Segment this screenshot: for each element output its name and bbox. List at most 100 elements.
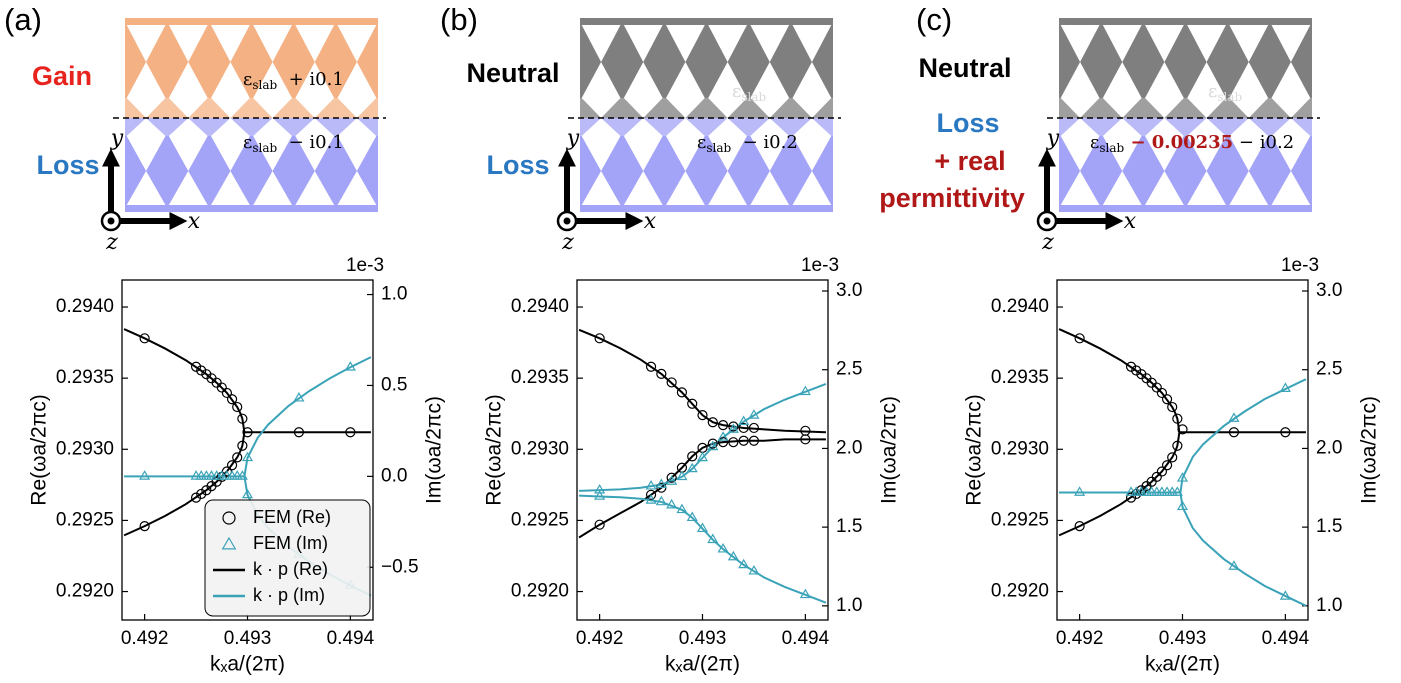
permittivity-label: εslab + i0.1: [243, 69, 344, 92]
data-marker: [1177, 424, 1188, 435]
data-marker: [139, 470, 151, 480]
air-hole: [168, 25, 208, 62]
permittivity-part: ε: [697, 132, 706, 153]
air-hole: [253, 136, 292, 171]
panel-label: (b): [440, 2, 478, 37]
data-marker: [1279, 590, 1291, 600]
slab-edge: [125, 205, 378, 212]
slab-row: [125, 98, 378, 118]
data-marker: [241, 488, 254, 499]
y-tick-label: 0.2920: [56, 581, 114, 602]
data-marker: [645, 361, 657, 372]
y-tick-label: 0.2920: [511, 581, 569, 602]
air-hole: [708, 136, 747, 171]
data-marker: [1151, 382, 1162, 393]
permittivity-label: εslab − i0.2: [697, 132, 798, 155]
data-marker: [344, 361, 356, 371]
air-hole: [295, 136, 335, 171]
data-marker: [221, 387, 233, 399]
data-marker: [738, 415, 750, 426]
legend-marker: [221, 536, 237, 550]
air-hole: [211, 25, 250, 62]
data-marker: [717, 542, 729, 553]
air-hole: [295, 25, 335, 62]
region-label: Neutral: [918, 53, 1011, 83]
y-tick-label: 0.2935: [56, 367, 114, 388]
air-hole: [1271, 171, 1311, 205]
data-marker: [799, 385, 811, 396]
permittivity-label: εslab: [1208, 81, 1242, 104]
data-marker: [707, 438, 718, 449]
coordinate-label: y: [1046, 126, 1060, 151]
slab-row: [580, 171, 833, 205]
data-marker: [594, 483, 606, 494]
air-hole: [1187, 136, 1226, 171]
air-hole: [126, 136, 166, 171]
air-hole: [1145, 136, 1184, 171]
permittivity-part: ε: [243, 132, 252, 153]
air-hole: [666, 98, 705, 118]
air-hole: [708, 25, 747, 62]
slab-row: [580, 136, 833, 171]
air-hole: [295, 118, 335, 136]
air-hole: [1060, 62, 1100, 98]
data-marker: [236, 470, 248, 480]
air-hole: [581, 25, 621, 62]
air-hole: [792, 118, 832, 136]
slab-row: [125, 62, 378, 98]
air-hole: [750, 171, 790, 205]
air-hole: [253, 98, 292, 118]
air-hole: [1229, 98, 1269, 118]
data-marker: [1074, 521, 1085, 532]
series-line: [1059, 378, 1307, 607]
data-marker: [799, 588, 811, 599]
data-marker: [1176, 500, 1189, 511]
data-marker: [696, 451, 709, 462]
data-marker: [1125, 492, 1137, 503]
y2-offset-label: 1e-3: [801, 255, 839, 276]
data-marker: [226, 394, 238, 405]
slab-edge: [580, 205, 833, 212]
data-marker: [717, 420, 729, 431]
slab-row: [125, 136, 378, 171]
data-marker: [645, 494, 657, 504]
permittivity-part: + i0.1: [277, 69, 344, 90]
air-hole: [126, 62, 166, 98]
y-tick-label: 0.2940: [56, 296, 114, 317]
air-hole: [253, 25, 292, 62]
x-tick-label: 0.494: [782, 628, 830, 649]
permittivity-part: ε: [1090, 132, 1099, 153]
data-marker: [190, 492, 202, 503]
slab-row: [580, 98, 833, 118]
air-hole: [1271, 136, 1311, 171]
y2-axis-label: Im(ωa/2πc): [878, 396, 901, 504]
data-marker: [139, 521, 150, 532]
air-hole: [1271, 118, 1311, 136]
air-hole: [623, 25, 663, 62]
air-hole: [708, 118, 747, 136]
air-hole: [253, 118, 292, 136]
air-hole: [581, 118, 621, 136]
air-hole: [1102, 62, 1142, 98]
permittivity-part: slab: [706, 141, 731, 155]
coordinate-label: z: [105, 230, 118, 255]
data-marker: [696, 522, 709, 533]
data-marker: [241, 451, 254, 462]
data-marker: [666, 472, 677, 483]
data-marker: [1161, 394, 1173, 405]
y2-tick-label: 1.0: [381, 284, 407, 305]
data-marker: [645, 489, 657, 500]
data-marker: [1156, 387, 1168, 399]
air-hole: [211, 98, 250, 118]
air-hole: [1060, 136, 1100, 171]
y-axis-label: Re(ωa/2πc): [963, 394, 986, 505]
data-marker: [1125, 361, 1137, 372]
data-marker: [1172, 413, 1183, 424]
air-hole: [792, 25, 832, 62]
permittivity-part: ε: [1208, 81, 1217, 102]
air-hole: [1145, 171, 1184, 205]
legend-label: FEM (Im): [253, 533, 328, 553]
plot-frame: [576, 279, 829, 621]
data-marker: [727, 423, 739, 433]
slab-row: [1059, 98, 1312, 118]
